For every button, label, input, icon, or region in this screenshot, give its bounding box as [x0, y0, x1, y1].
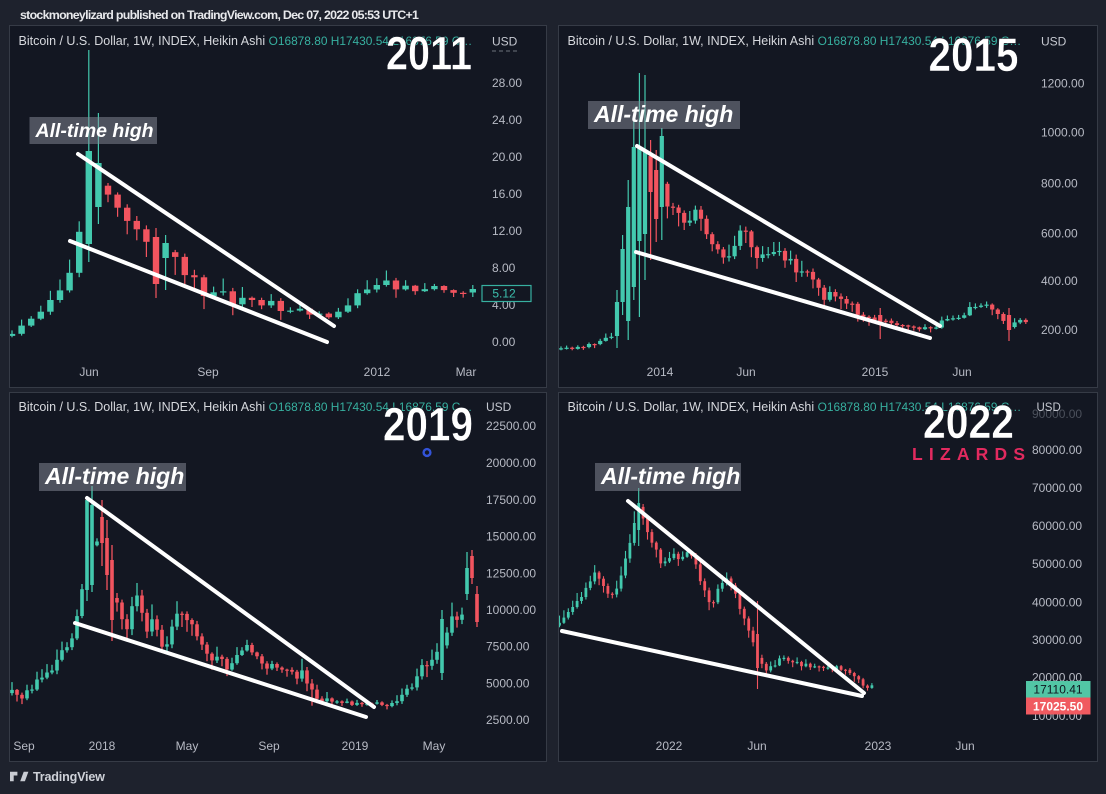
svg-text:5.12: 5.12: [492, 287, 516, 301]
svg-text:1200.00: 1200.00: [1041, 77, 1085, 91]
svg-text:8.00: 8.00: [492, 261, 516, 275]
svg-text:50000.00: 50000.00: [1032, 557, 1082, 571]
svg-text:May: May: [423, 739, 446, 753]
svg-text:Jun: Jun: [736, 365, 755, 379]
svg-text:70000.00: 70000.00: [1032, 481, 1082, 495]
svg-text:Bitcoin / U.S. Dollar, 1W, IND: Bitcoin / U.S. Dollar, 1W, INDEX, Heikin…: [568, 400, 1022, 414]
svg-text:USD: USD: [486, 400, 512, 414]
svg-text:stockmoneylizard published on: stockmoneylizard published on TradingVie…: [20, 8, 419, 22]
svg-text:17025.50: 17025.50: [1033, 700, 1083, 714]
svg-text:60000.00: 60000.00: [1032, 519, 1082, 533]
svg-text:2019: 2019: [383, 398, 473, 451]
svg-text:2015: 2015: [929, 28, 1019, 81]
svg-text:2022: 2022: [923, 395, 1014, 448]
svg-text:12500.00: 12500.00: [486, 567, 536, 581]
svg-text:12.00: 12.00: [492, 224, 522, 238]
svg-text:90000.00: 90000.00: [1032, 407, 1082, 421]
svg-text:USD: USD: [1041, 35, 1067, 49]
svg-text:80000.00: 80000.00: [1032, 443, 1082, 457]
svg-text:All-time high: All-time high: [35, 120, 154, 142]
svg-text:Jun: Jun: [747, 739, 766, 753]
svg-text:Sep: Sep: [197, 365, 219, 379]
svg-text:2018: 2018: [89, 739, 116, 753]
svg-text:2019: 2019: [342, 739, 369, 753]
svg-text:22500.00: 22500.00: [486, 419, 536, 433]
svg-text:May: May: [176, 739, 199, 753]
svg-text:40000.00: 40000.00: [1032, 596, 1082, 610]
svg-text:Jun: Jun: [955, 739, 974, 753]
svg-text:Sep: Sep: [13, 739, 35, 753]
svg-text:17500.00: 17500.00: [486, 493, 536, 507]
svg-text:2500.00: 2500.00: [486, 713, 530, 727]
svg-text:2014: 2014: [647, 365, 674, 379]
svg-text:All-time high: All-time high: [593, 101, 733, 127]
svg-text:800.00: 800.00: [1041, 177, 1078, 191]
svg-text:2011: 2011: [386, 27, 472, 80]
svg-text:0.00: 0.00: [492, 335, 516, 349]
svg-text:200.00: 200.00: [1041, 323, 1078, 337]
svg-text:Mar: Mar: [456, 365, 477, 379]
svg-text:24.00: 24.00: [492, 113, 522, 127]
svg-text:Jun: Jun: [952, 365, 971, 379]
svg-text:16.00: 16.00: [492, 187, 522, 201]
svg-text:LIZARDS: LIZARDS: [912, 444, 1031, 464]
svg-text:1000.00: 1000.00: [1041, 126, 1085, 140]
svg-text:30000.00: 30000.00: [1032, 633, 1082, 647]
svg-text:Bitcoin / U.S. Dollar, 1W, IND: Bitcoin / U.S. Dollar, 1W, INDEX, Heikin…: [19, 400, 473, 414]
svg-text:All-time high: All-time high: [44, 463, 184, 489]
svg-text:2023: 2023: [865, 739, 892, 753]
svg-text:Sep: Sep: [258, 739, 280, 753]
svg-text:2015: 2015: [862, 365, 889, 379]
svg-text:2012: 2012: [364, 365, 391, 379]
svg-text:TradingView: TradingView: [33, 770, 105, 784]
svg-text:2022: 2022: [656, 739, 683, 753]
svg-text:28.00: 28.00: [492, 76, 522, 90]
svg-text:Bitcoin / U.S. Dollar, 1W, IND: Bitcoin / U.S. Dollar, 1W, INDEX, Heikin…: [19, 34, 473, 48]
svg-text:Jun: Jun: [79, 365, 98, 379]
svg-text:7500.00: 7500.00: [486, 640, 530, 654]
svg-text:20.00: 20.00: [492, 150, 522, 164]
svg-text:All-time high: All-time high: [600, 463, 740, 489]
svg-text:10000.00: 10000.00: [486, 603, 536, 617]
svg-text:15000.00: 15000.00: [486, 530, 536, 544]
svg-text:20000.00: 20000.00: [486, 456, 536, 470]
svg-text:USD: USD: [492, 35, 518, 49]
svg-text:USD: USD: [1037, 402, 1061, 414]
svg-text:Bitcoin / U.S. Dollar, 1W, IND: Bitcoin / U.S. Dollar, 1W, INDEX, Heikin…: [568, 34, 1022, 48]
svg-text:5000.00: 5000.00: [486, 677, 530, 691]
svg-text:17110.41: 17110.41: [1033, 683, 1082, 697]
svg-text:400.00: 400.00: [1041, 274, 1078, 288]
svg-text:600.00: 600.00: [1041, 227, 1078, 241]
